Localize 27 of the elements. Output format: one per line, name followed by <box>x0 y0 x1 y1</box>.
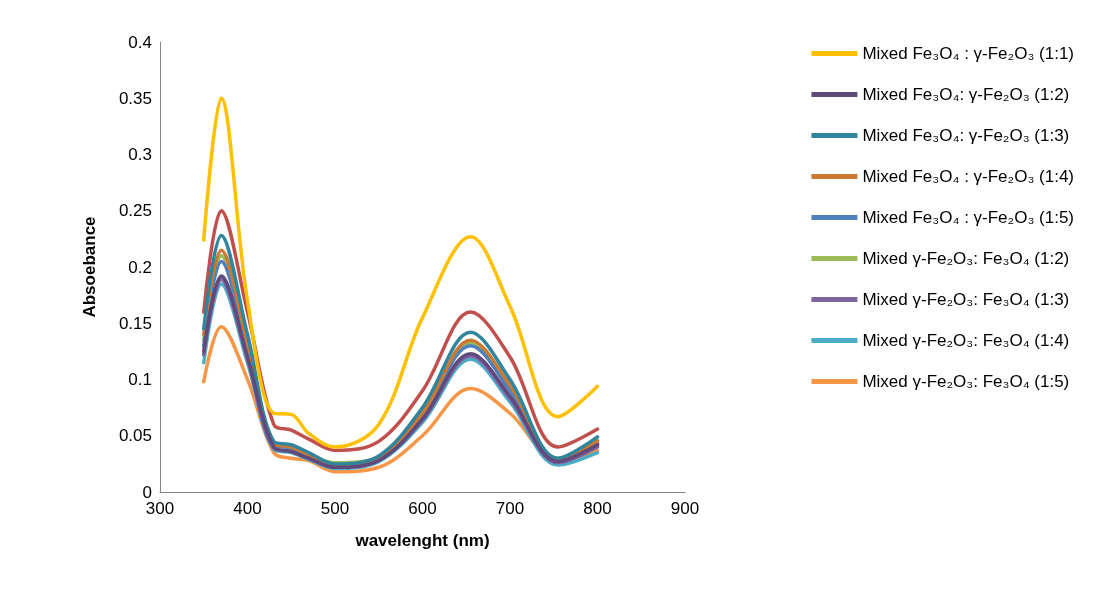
legend-label: Mixed γ-Fe₂O₃: Fe₃O₄ (1:2) <box>862 249 1070 268</box>
legend-label: Mixed γ-Fe₂O₃: Fe₃O₄ (1:3) <box>862 290 1070 309</box>
x-axis-title: wavelenght (nm) <box>354 531 490 550</box>
x-tick-label: 700 <box>495 499 525 518</box>
y-tick-label: 0.3 <box>128 145 152 164</box>
legend-label: Mixed γ-Fe₂O₃: Fe₃O₄ (1:5) <box>862 372 1070 391</box>
legend-label: Mixed Fe₃O₄ : γ-Fe₂O₃ (1:1) <box>862 44 1075 63</box>
y-tick-label: 0.05 <box>118 426 152 446</box>
legend-label: Mixed Fe₃O₄ : γ-Fe₂O₃ (1:5) <box>862 208 1075 227</box>
y-tick-label: 0.25 <box>118 201 152 221</box>
y-tick-label: 0.4 <box>128 32 152 52</box>
x-tick-label: 400 <box>233 499 262 518</box>
y-tick-label: 0.15 <box>118 313 152 333</box>
y-axis-title: Absoebance <box>80 216 99 318</box>
legend-label: Mixed Fe₃O₄ : γ-Fe₂O₃ (1:4) <box>862 167 1075 186</box>
legend-label: Mixed Fe₃O₄: γ-Fe₂O₃ (1:3) <box>862 126 1070 145</box>
legend-label: Mixed γ-Fe₂O₃: Fe₃O₄ (1:4) <box>862 331 1070 350</box>
x-tick-label: 900 <box>670 499 700 518</box>
y-tick-label: 0.35 <box>118 88 152 108</box>
y-tick-label: 0.1 <box>128 370 152 389</box>
y-tick-label: 0 <box>142 482 152 502</box>
legend-label: Mixed Fe₃O₄: γ-Fe₂O₃ (1:2) <box>862 85 1070 104</box>
x-tick-label: 500 <box>320 499 350 518</box>
x-tick-label: 300 <box>145 499 175 518</box>
x-tick-label: 800 <box>583 499 612 518</box>
x-tick-label: 600 <box>408 499 437 518</box>
y-tick-label: 0.2 <box>128 257 152 277</box>
